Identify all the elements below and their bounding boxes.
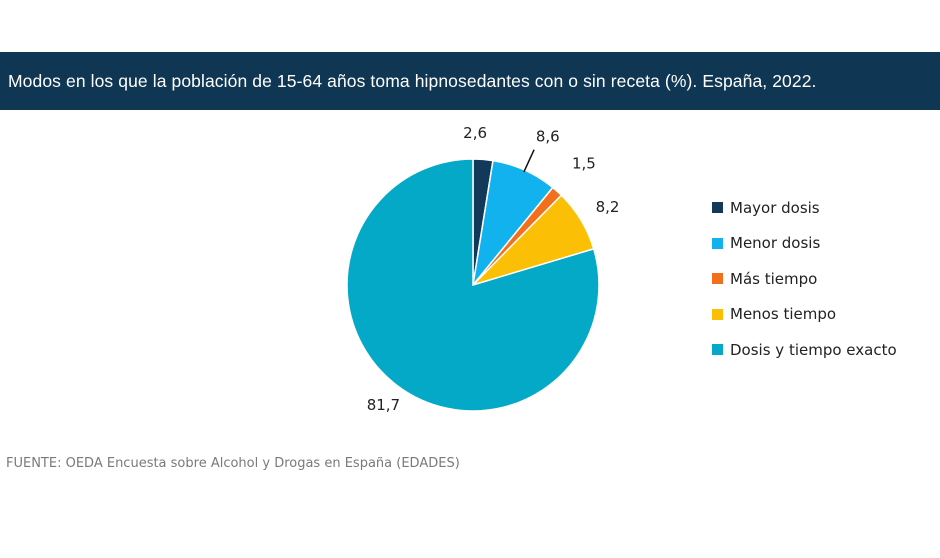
- source-note: FUENTE: OEDA Encuesta sobre Alcohol y Dr…: [6, 456, 460, 471]
- chart-title-bar: Modos en los que la población de 15-64 a…: [0, 52, 940, 110]
- legend-label-mayor-dosis: Mayor dosis: [730, 198, 820, 217]
- legend-swatch-dosis-y-tiempo-exacto: [712, 344, 723, 356]
- data-label-mas-tiempo: 1,5: [572, 155, 596, 173]
- legend-label-menos-tiempo: Menos tiempo: [730, 305, 837, 324]
- legend-item-mas-tiempo: Más tiempo: [712, 261, 897, 297]
- legend-swatch-menos-tiempo: [712, 308, 723, 320]
- legend-label-menor-dosis: Menor dosis: [730, 234, 821, 253]
- chart-title: Modos en los que la población de 15-64 a…: [8, 70, 817, 91]
- data-label-menor-dosis: 8,6: [536, 127, 560, 145]
- data-label-menos-tiempo: 8,2: [596, 198, 620, 216]
- leader-line-menor-dosis: [523, 149, 535, 173]
- legend-item-menos-tiempo: Menos tiempo: [712, 297, 897, 333]
- legend-label-dosis-y-tiempo-exacto: Dosis y tiempo exacto: [730, 340, 897, 359]
- legend-item-mayor-dosis: Mayor dosis: [712, 190, 897, 226]
- legend-label-mas-tiempo: Más tiempo: [730, 269, 818, 288]
- data-label-mayor-dosis: 2,6: [463, 124, 487, 142]
- legend-item-dosis-y-tiempo-exacto: Dosis y tiempo exacto: [712, 332, 897, 368]
- data-label-dosis-y-tiempo-exacto: 81,7: [367, 396, 400, 414]
- legend-swatch-mayor-dosis: [712, 202, 723, 214]
- legend-swatch-menor-dosis: [712, 237, 723, 249]
- pie-slice-dosis-y-tiempo-exacto: [346, 158, 600, 412]
- legend-item-menor-dosis: Menor dosis: [712, 226, 897, 262]
- chart-legend: Mayor dosis Menor dosis Más tiempo Menos ti…: [712, 190, 897, 368]
- legend-swatch-mas-tiempo: [712, 273, 723, 285]
